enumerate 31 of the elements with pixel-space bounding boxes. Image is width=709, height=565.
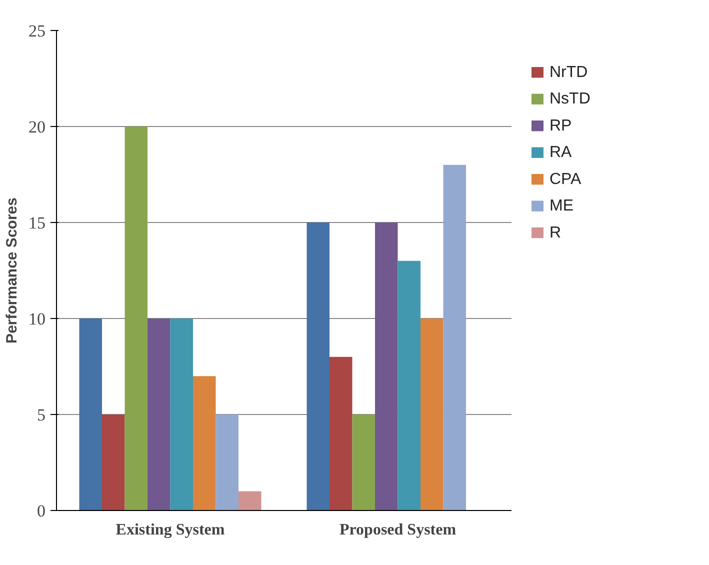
- legend-label: CPA: [550, 170, 582, 188]
- bar: [124, 126, 148, 510]
- bar: [216, 414, 238, 510]
- legend-label: NrTD: [550, 64, 588, 81]
- bar: [352, 414, 375, 510]
- legend-label: NsTD: [550, 90, 590, 108]
- bar: [102, 414, 125, 510]
- bar: [79, 318, 102, 510]
- bar: [193, 376, 216, 510]
- x-tick-label: Proposed System: [339, 522, 457, 538]
- bar: [443, 164, 466, 510]
- legend-label: RA: [550, 144, 572, 162]
- y-tick-label: 10: [28, 310, 46, 328]
- bar: [170, 318, 193, 510]
- x-tick-label: Existing System: [116, 522, 226, 538]
- legend-label: RP: [550, 117, 572, 134]
- bar: [375, 222, 398, 510]
- bar: [148, 318, 170, 510]
- bar: [398, 260, 420, 510]
- bar: [330, 356, 352, 510]
- bar: [420, 318, 444, 510]
- bar: [306, 222, 330, 510]
- bar: [238, 491, 262, 510]
- legend-label: ME: [550, 198, 574, 215]
- y-tick-label: 25: [28, 22, 46, 40]
- y-tick-label: 20: [28, 118, 46, 136]
- y-tick-label: 15: [28, 214, 46, 232]
- y-tick-label: 0: [37, 502, 46, 520]
- y-tick-label: 5: [37, 406, 46, 424]
- legend-label: R: [550, 224, 562, 242]
- y-axis-title: Performance Scores: [4, 198, 20, 344]
